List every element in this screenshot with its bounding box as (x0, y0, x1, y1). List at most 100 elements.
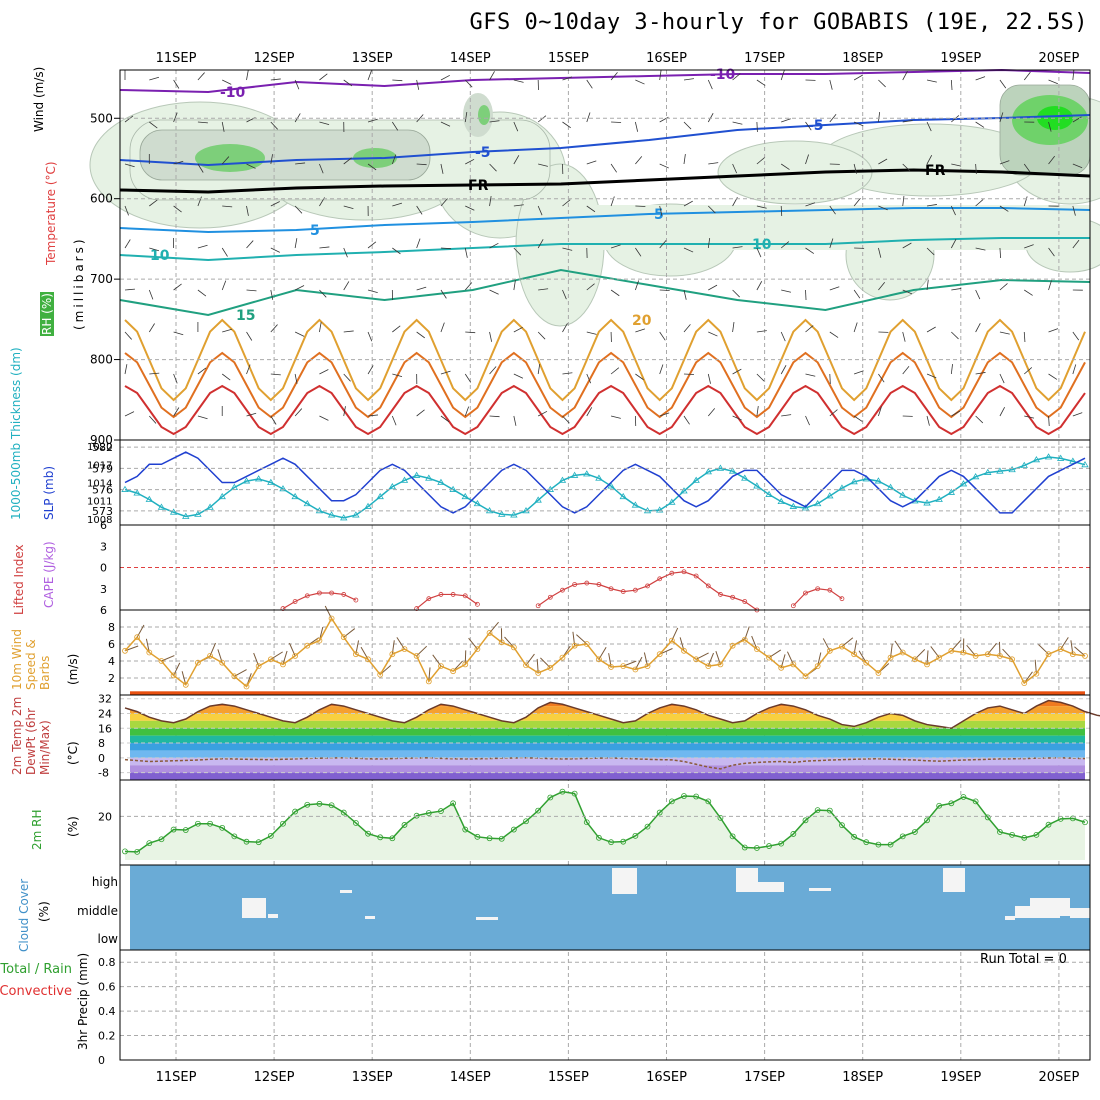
wind10m-line-point (1069, 651, 1076, 658)
wind-barb (635, 373, 644, 381)
wind-barb (294, 331, 305, 337)
thickness-line-point (242, 477, 251, 484)
wind-barb (902, 365, 910, 375)
thickness-line-point (704, 468, 712, 475)
wind-barb (124, 115, 134, 123)
temp-contour-warm (124, 384, 1086, 436)
rh2m-line-point (207, 820, 213, 827)
wind10m-line-point (778, 664, 785, 671)
wind-barb (1023, 367, 1033, 375)
lifted-index-point (596, 582, 602, 587)
wind-barb (950, 205, 956, 216)
rh2m-line-point (875, 841, 882, 848)
wind-barb (562, 199, 571, 207)
wind-barb (222, 328, 232, 333)
precip-label: 3hr Precip (mm) (76, 952, 90, 1050)
lifted-index-point (280, 606, 286, 611)
wind-barb (805, 247, 815, 254)
rh2m-line-point (705, 798, 712, 805)
wind-barb (659, 163, 669, 169)
wind-barb (659, 240, 667, 249)
rh2m-line-point (972, 798, 979, 805)
wind10m-line-point (960, 649, 967, 656)
wind-barb (926, 79, 937, 83)
wind-barb (829, 238, 834, 249)
lifted-index-point (535, 603, 541, 609)
wind-barb (878, 112, 881, 123)
wind-barb (659, 70, 662, 81)
wind-barb (586, 283, 595, 291)
wind10m-barb (173, 662, 181, 676)
wind-barb (586, 373, 592, 384)
temp-contour-label: 15 (236, 308, 255, 324)
lifted-index-point (790, 603, 796, 609)
wind-barb (416, 331, 425, 339)
wind10m-line-point (717, 661, 724, 668)
lifted-index-point (718, 592, 723, 597)
wind-barb (635, 247, 642, 257)
thickness-line-point (169, 508, 178, 515)
thickness-line-point (655, 506, 664, 513)
wind10m-line-point (352, 651, 359, 658)
wind-barb (367, 163, 377, 171)
wind-barb (149, 199, 158, 207)
wind-barb (464, 282, 473, 291)
rh2m-line-point (316, 800, 323, 807)
rh2m-line-point (851, 833, 858, 840)
wind-barb (270, 289, 274, 300)
wind10m-line-point (510, 644, 517, 651)
temp-contour-label: -10 (220, 85, 246, 101)
cloud-block (365, 916, 375, 919)
slp-tick-label: 1014 (87, 479, 112, 490)
wind-barb (246, 205, 249, 216)
wind-barb (1072, 239, 1080, 249)
temp-contour-label: 20 (632, 313, 652, 329)
thickness-line-point (498, 510, 506, 517)
wind-barb (853, 74, 863, 81)
thickness-line-point (741, 474, 749, 481)
wind-barb (513, 79, 524, 83)
thickness-line-point (996, 467, 1004, 474)
wind-barb (951, 410, 961, 417)
cloud-level-label: low (98, 932, 119, 946)
lifted-index-point (341, 592, 347, 597)
day-label-bottom: 12SEP (254, 1070, 295, 1085)
wind10m-line-point (948, 647, 955, 654)
thickness-line-point (327, 511, 336, 518)
day-label-top: 20SEP (1038, 51, 1079, 66)
thickness-line-point (121, 485, 129, 492)
wind-barb (513, 247, 522, 256)
wind-barb (951, 331, 959, 340)
wind-barb (805, 154, 809, 165)
wind-barb (367, 70, 372, 81)
wind-barb (295, 162, 306, 165)
thickness-line-point (619, 492, 627, 500)
temp-contour (119, 168, 1091, 194)
thickness-line-point (279, 485, 287, 492)
wind10m-line-point (304, 642, 311, 649)
temp-contour (119, 68, 1091, 94)
wind-barb (999, 205, 1009, 212)
wind-barb (367, 331, 373, 342)
rh2m-line-point (924, 817, 930, 824)
rh2m-line-point (438, 808, 444, 814)
day-label-bottom: 14SEP (450, 1070, 491, 1085)
cloud-block (736, 868, 758, 892)
temp-contour-label: 10 (752, 237, 772, 253)
thickness-line-point (182, 512, 190, 519)
wind-barb (926, 280, 929, 291)
thickness-line-point (1020, 461, 1028, 468)
wind-barb (1072, 163, 1083, 169)
wind-barb (464, 112, 468, 123)
temp2m-label: 2m Temp 2m DewPt (6hr Min/Max) (10, 696, 52, 775)
wind10m-line-point (608, 664, 614, 670)
temp-band (130, 757, 1085, 766)
wind-barb (586, 112, 591, 123)
wind-barb (173, 205, 182, 213)
cloud-block (476, 917, 498, 920)
wind-barb (513, 415, 517, 426)
wind-barb (829, 205, 836, 215)
wind-barb (489, 71, 495, 81)
rh-region-light (560, 205, 1090, 250)
wind-barb (246, 364, 251, 375)
